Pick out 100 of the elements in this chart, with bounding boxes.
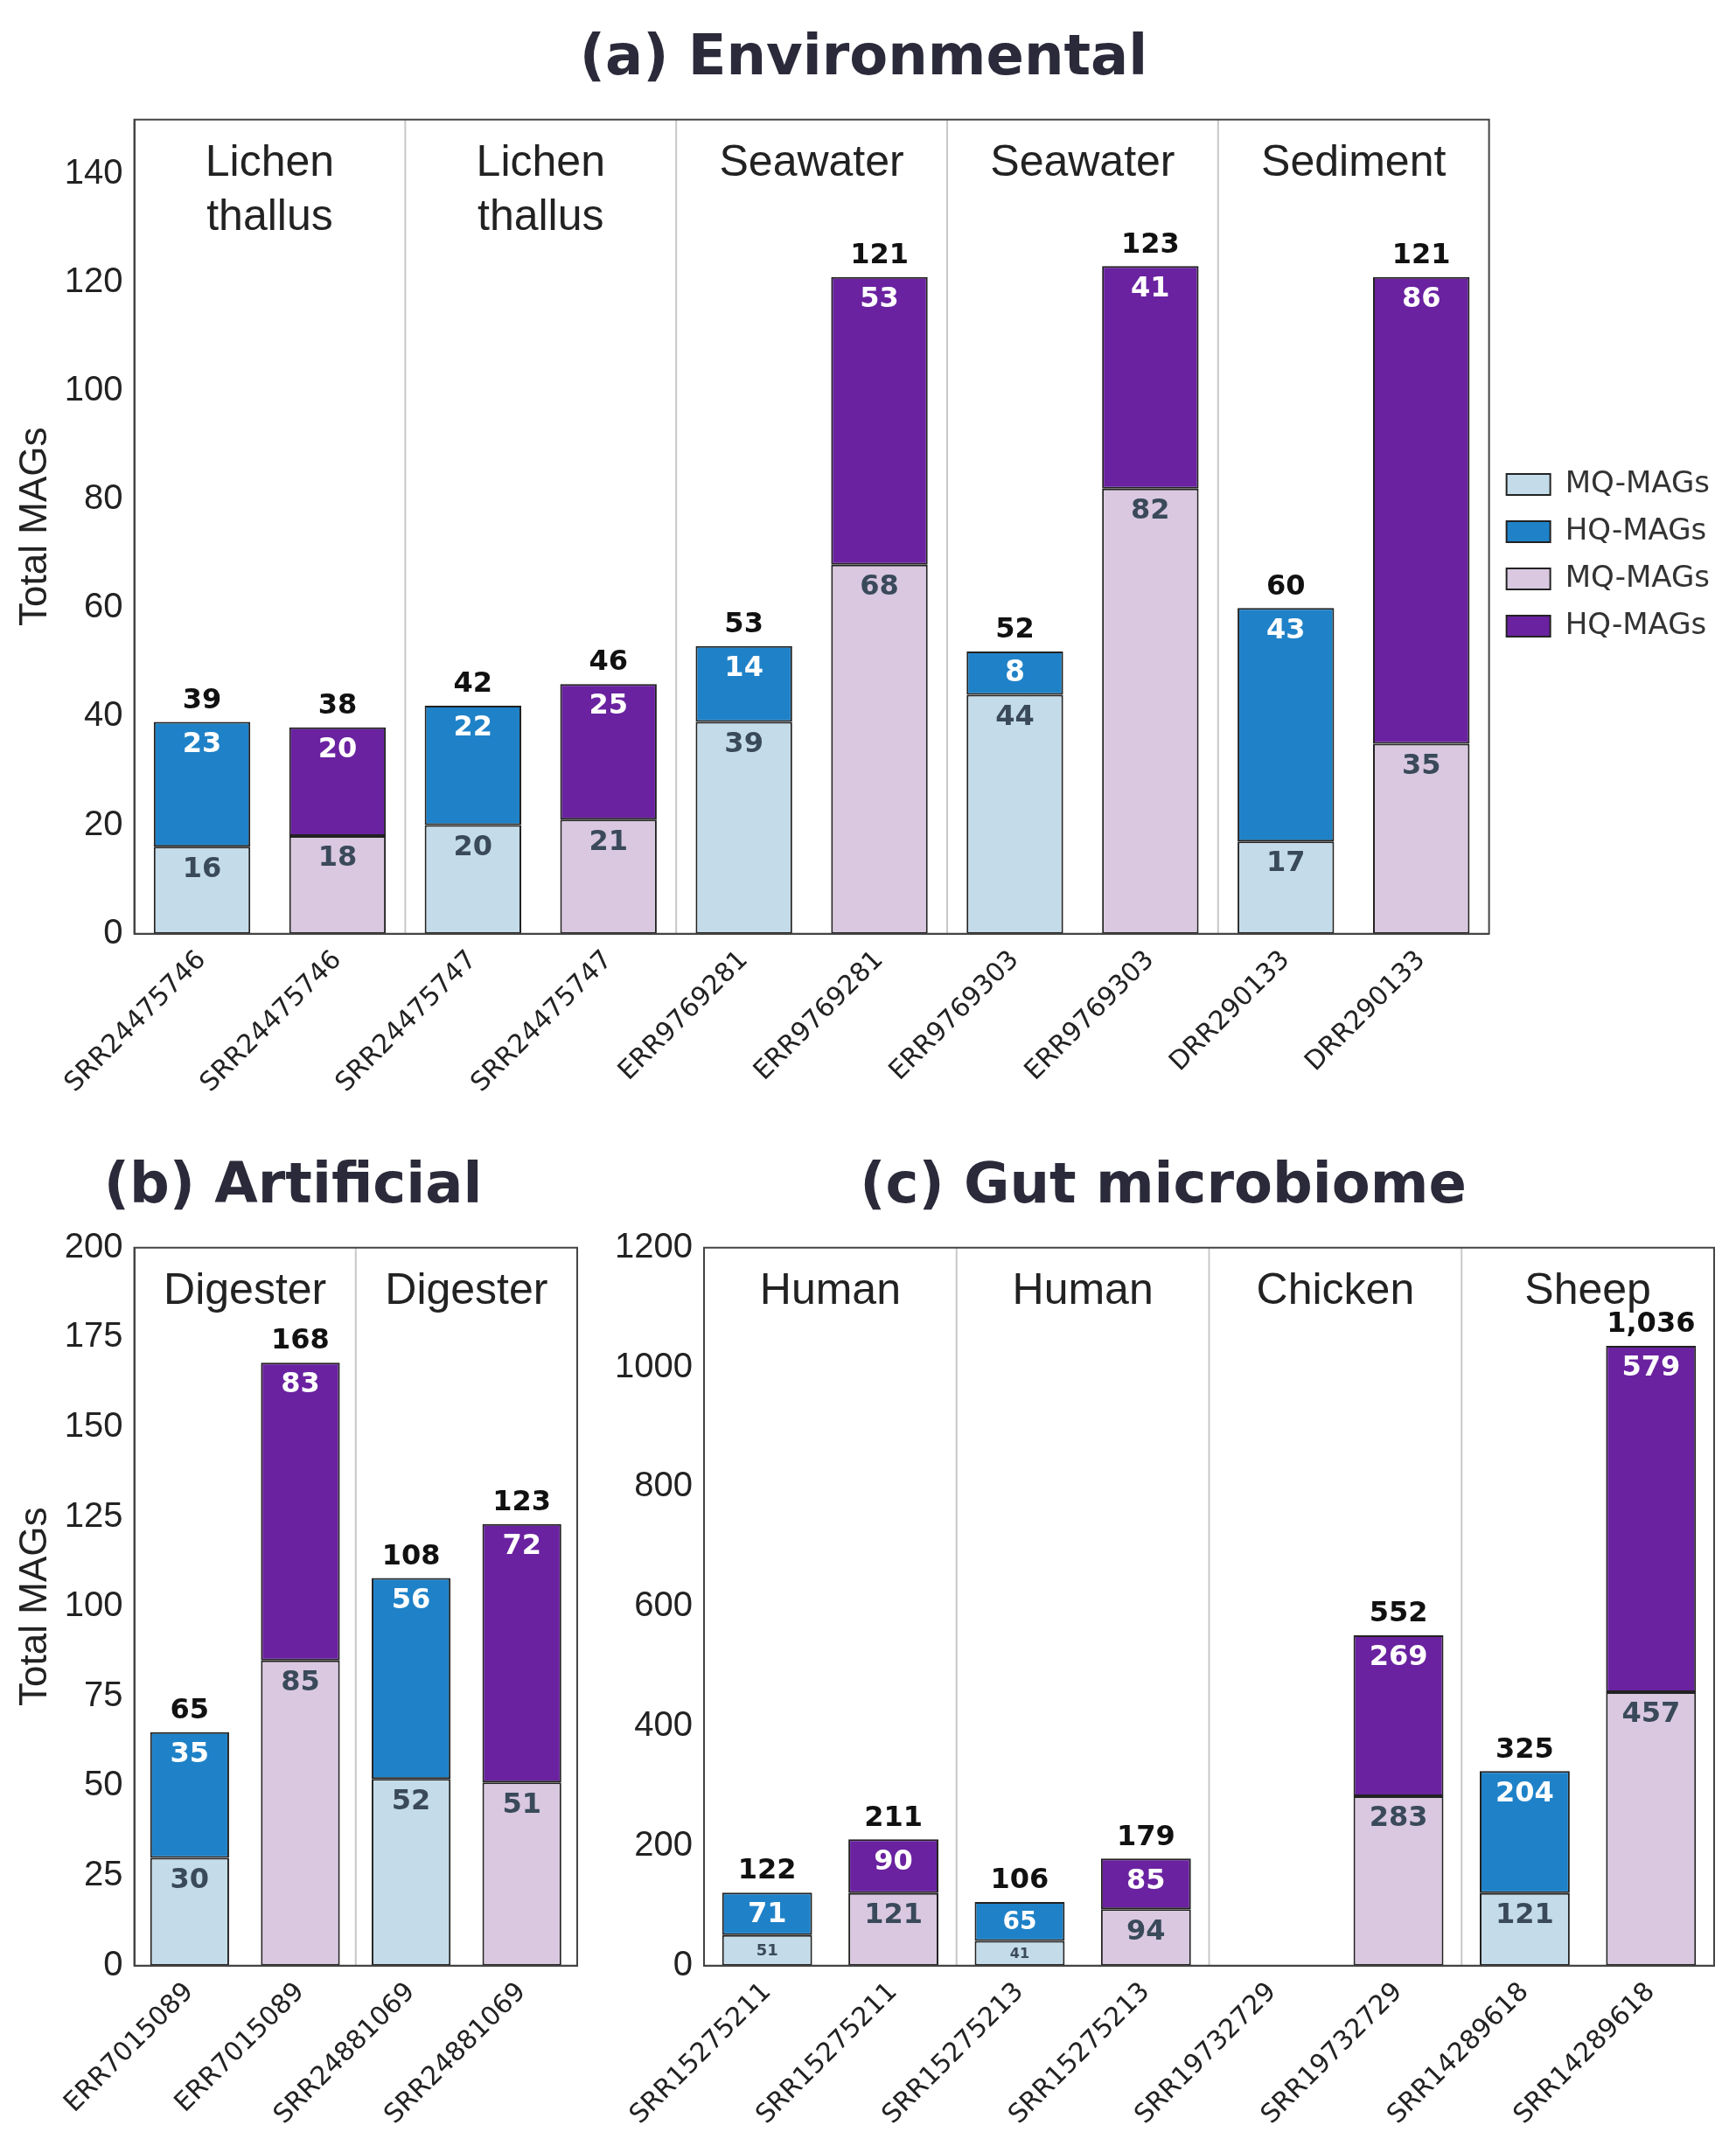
y-tick-label: 175 — [64, 1315, 123, 1355]
annotation: Seawater — [990, 136, 1175, 185]
y-tick-label: 0 — [673, 1943, 693, 1982]
annotation: Lichen thallus — [476, 136, 605, 240]
chart-title: (b) Artificial — [103, 1151, 483, 1216]
legend-label: HQ-MAGs — [1565, 511, 1707, 547]
data-label: 41 — [1131, 269, 1170, 303]
data-label: 85 — [1126, 1862, 1166, 1896]
data-label: 51 — [756, 1940, 778, 1959]
annotation: Lichen thallus — [205, 136, 335, 240]
data-label: 21 — [589, 823, 628, 857]
data-label: 204 — [1495, 1774, 1554, 1808]
data-label: 56 — [391, 1581, 431, 1615]
data-label: 53 — [860, 281, 899, 315]
data-label: 35 — [170, 1736, 210, 1770]
y-axis-title: Total MAGs — [10, 427, 54, 626]
y-tick-label: 125 — [64, 1495, 123, 1534]
total-label: 38 — [317, 687, 358, 721]
total-label: 179 — [1116, 1818, 1175, 1852]
annotation: Seawater — [719, 136, 904, 185]
total-label: 211 — [864, 1799, 923, 1833]
y-tick-label: 0 — [103, 911, 123, 951]
total-label: 60 — [1266, 568, 1306, 602]
data-label: 65 — [1002, 1906, 1037, 1935]
total-label: 46 — [589, 644, 628, 678]
data-label: 121 — [1495, 1897, 1554, 1931]
total-label: 39 — [182, 681, 222, 715]
data-label: 25 — [589, 687, 628, 721]
data-label: 30 — [170, 1861, 210, 1895]
chart-title: (a) Environmental — [579, 23, 1148, 88]
data-label: 17 — [1266, 845, 1306, 879]
y-tick-label: 200 — [634, 1823, 693, 1863]
y-tick-label: 150 — [64, 1405, 123, 1445]
data-label: 44 — [995, 698, 1035, 732]
data-label: 14 — [724, 650, 763, 684]
total-label: 122 — [737, 1852, 797, 1886]
data-label: 39 — [724, 725, 763, 759]
y-tick-label: 800 — [634, 1465, 693, 1504]
data-label: 283 — [1369, 1800, 1428, 1834]
data-label: 82 — [1131, 492, 1170, 526]
annotation: Human — [759, 1264, 901, 1313]
data-label: 52 — [391, 1782, 431, 1816]
y-tick-label: 100 — [64, 369, 123, 408]
y-tick-label: 0 — [103, 1943, 123, 1982]
total-label: 168 — [271, 1322, 330, 1356]
legend-label: HQ-MAGs — [1565, 605, 1707, 641]
data-label: 41 — [1009, 1944, 1030, 1961]
annotation: Human — [1012, 1264, 1154, 1313]
data-label: 72 — [502, 1528, 541, 1562]
total-label: 65 — [170, 1692, 210, 1726]
total-label: 121 — [1391, 237, 1451, 271]
data-label: 16 — [182, 850, 222, 884]
legend-label: MQ-MAGs — [1565, 463, 1711, 499]
data-label: 90 — [874, 1843, 913, 1877]
y-tick-label: 200 — [64, 1225, 123, 1265]
y-tick-label: 80 — [84, 477, 123, 517]
data-label: 43 — [1266, 611, 1306, 645]
y-tick-label: 100 — [64, 1585, 123, 1624]
data-label: 23 — [182, 725, 222, 759]
y-tick-label: 140 — [64, 151, 123, 191]
data-label: 68 — [860, 568, 899, 602]
data-label: 71 — [747, 1895, 787, 1929]
data-label: 51 — [502, 1786, 541, 1820]
total-label: 121 — [850, 237, 909, 271]
chart-title: (c) Gut microbiome — [860, 1151, 1467, 1216]
data-label: 579 — [1621, 1349, 1681, 1383]
annotation: Digester — [385, 1264, 548, 1313]
data-label: 85 — [281, 1664, 320, 1698]
total-label: 53 — [724, 606, 763, 640]
data-label: 35 — [1401, 747, 1441, 781]
data-label: 86 — [1401, 281, 1441, 315]
y-tick-label: 400 — [634, 1704, 693, 1744]
y-tick-label: 20 — [84, 803, 123, 842]
total-label: 52 — [995, 611, 1035, 645]
y-tick-label: 25 — [84, 1854, 123, 1893]
annotation: Sediment — [1261, 136, 1447, 185]
total-label: 123 — [1120, 226, 1180, 260]
legend-label: MQ-MAGs — [1565, 558, 1711, 594]
data-label: 20 — [317, 731, 358, 765]
y-tick-label: 50 — [84, 1764, 123, 1803]
y-axis-title: Total MAGs — [10, 1507, 54, 1706]
data-label: 121 — [864, 1897, 923, 1931]
total-label: 325 — [1495, 1731, 1554, 1765]
total-label: 42 — [453, 665, 493, 700]
y-tick-label: 600 — [634, 1585, 693, 1624]
y-tick-label: 1000 — [615, 1345, 693, 1384]
y-tick-label: 40 — [84, 694, 123, 734]
data-label: 8 — [1004, 654, 1025, 689]
y-tick-label: 1200 — [615, 1225, 693, 1265]
annotation: Digester — [164, 1264, 327, 1313]
total-label: 106 — [990, 1862, 1049, 1896]
data-label: 18 — [317, 840, 358, 874]
y-tick-label: 75 — [84, 1674, 123, 1713]
total-label: 552 — [1369, 1595, 1428, 1629]
total-label: 108 — [381, 1537, 441, 1571]
data-label: 269 — [1369, 1639, 1428, 1673]
data-label: 20 — [453, 828, 493, 862]
total-label: 123 — [492, 1484, 552, 1518]
annotation: Chicken — [1256, 1264, 1415, 1313]
y-tick-label: 60 — [84, 586, 123, 625]
